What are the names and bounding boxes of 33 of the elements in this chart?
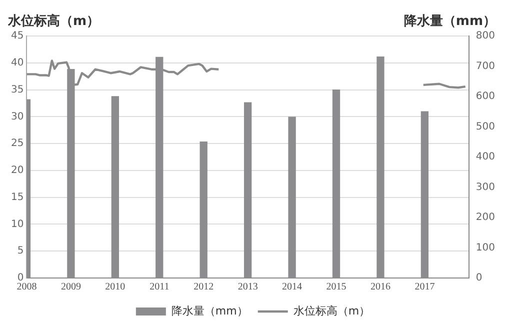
x-tick-label: 2012 <box>194 282 214 293</box>
y-tick-label: 5 <box>17 246 24 257</box>
x-tick-label: 2017 <box>414 282 435 293</box>
y2-tick-label: 500 <box>476 121 496 132</box>
x-tick-label: 2011 <box>150 282 170 293</box>
y-tick-label: 30 <box>10 111 24 122</box>
y2-tick-label: 100 <box>476 242 496 254</box>
y2-tick-label: 400 <box>476 152 496 163</box>
y-tick-label: 0 <box>17 272 24 284</box>
y-axis-title: 水位标高（m） <box>7 12 100 29</box>
y2-tick-label: 800 <box>476 30 496 42</box>
x-tick-label: 2009 <box>60 282 81 293</box>
y-tick-label: 10 <box>10 218 24 230</box>
legend-label: 降水量（mm） <box>171 304 248 318</box>
y-tick-label: 35 <box>10 84 24 96</box>
y-tick-label: 45 <box>10 30 24 42</box>
y-tick-label: 40 <box>10 57 24 68</box>
x-tick-label: 2016 <box>370 282 390 293</box>
y-tick-label: 15 <box>10 192 24 203</box>
x-tick-label: 2015 <box>326 282 346 293</box>
x-tick-label: 2014 <box>282 282 302 293</box>
x-tick-label: 2013 <box>238 282 258 293</box>
legend-label: 水位标高（m） <box>293 304 370 318</box>
y2-tick-label: 700 <box>476 60 496 72</box>
y-tick-label: 25 <box>10 138 24 150</box>
x-tick-label: 2010 <box>105 282 126 293</box>
y2-tick-label: 0 <box>476 272 482 284</box>
y2-tick-label: 600 <box>476 91 496 102</box>
y2-axis-title: 降水量（mm） <box>404 14 496 29</box>
y-tick-label: 20 <box>10 165 24 176</box>
y2-tick-label: 200 <box>476 212 496 224</box>
x-tick-label: 2008 <box>16 282 37 293</box>
y2-tick-label: 300 <box>476 182 496 193</box>
